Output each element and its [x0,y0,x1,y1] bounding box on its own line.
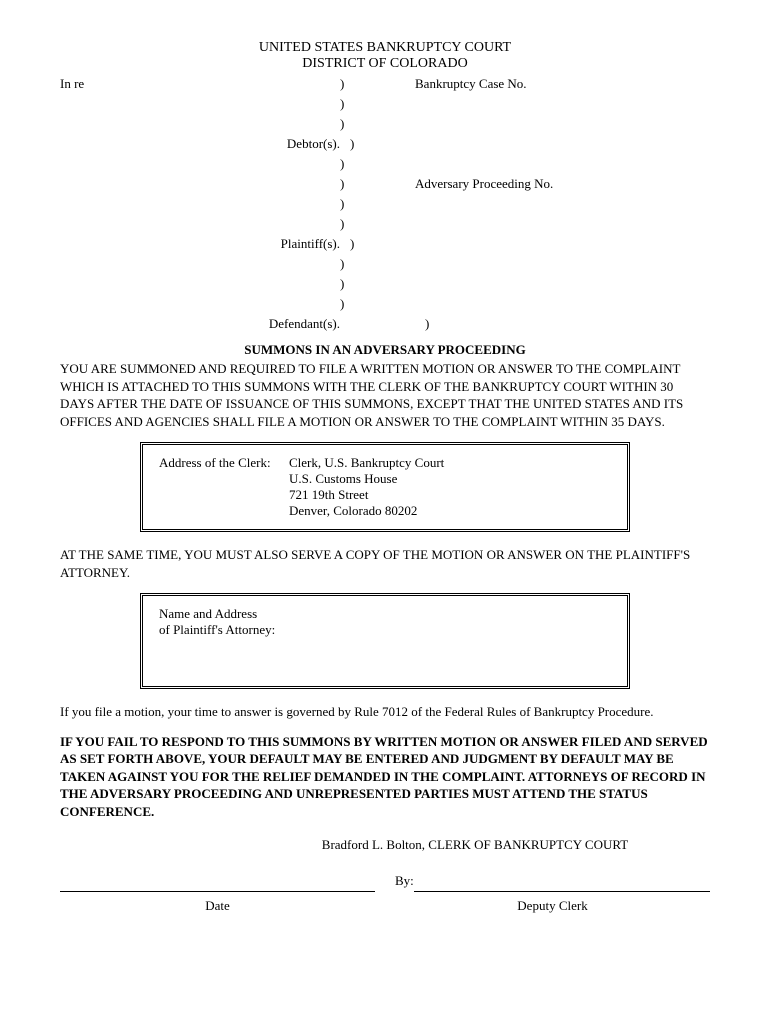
plaintiffs-label: Plaintiff(s). [60,236,350,252]
caption-paren: ) [350,236,365,252]
caption-paren: ) [365,316,710,332]
default-warning: IF YOU FAIL TO RESPOND TO THIS SUMMONS B… [60,733,710,821]
summons-title: SUMMONS IN AN ADVERSARY PROCEEDING [60,342,710,358]
caption-paren: ) [350,136,365,152]
caption-paren: ) [340,256,355,272]
caption-paren: ) [340,156,355,172]
deputy-clerk-label: Deputy Clerk [395,898,710,914]
serve-text: AT THE SAME TIME, YOU MUST ALSO SERVE A … [60,546,710,581]
attorney-address-box: Name and Address of Plaintiff's Attorney… [140,593,630,689]
caption-paren: ) [340,76,355,92]
defendants-label: Defendant(s). [60,316,350,332]
caption-paren: ) [340,276,355,292]
summons-body: YOU ARE SUMMONED AND REQUIRED TO FILE A … [60,360,710,430]
rule-text: If you file a motion, your time to answe… [60,703,710,721]
clerk-line2: U.S. Customs House [289,471,611,487]
court-title-1: UNITED STATES BANKRUPTCY COURT [60,40,710,56]
caption-paren: ) [340,116,355,132]
attorney-label-1: Name and Address [159,606,611,622]
debtors-label: Debtor(s). [60,136,350,152]
clerk-line1: Clerk, U.S. Bankruptcy Court [289,455,611,471]
in-re-label: In re [60,76,340,92]
caption-paren: ) [340,296,355,312]
clerk-address-box: Address of the Clerk: Clerk, U.S. Bankru… [140,442,630,532]
deputy-signature-line[interactable] [414,873,710,892]
court-title-2: DISTRICT OF COLORADO [60,56,710,72]
attorney-label-2: of Plaintiff's Attorney: [159,622,611,638]
adversary-no-label: Adversary Proceeding No. [355,176,710,192]
caption-paren: ) [340,216,355,232]
date-signature-line[interactable] [60,873,375,892]
clerk-line4: Denver, Colorado 80202 [289,503,611,519]
by-label: By: [395,873,414,892]
clerk-name: Bradford L. Bolton, CLERK OF BANKRUPTCY … [60,837,710,853]
date-label: Date [60,898,375,914]
clerk-line3: 721 19th Street [289,487,611,503]
case-no-label: Bankruptcy Case No. [355,76,710,92]
clerk-address-label: Address of the Clerk: [159,455,289,519]
caption-paren: ) [340,196,355,212]
caption-paren: ) [340,96,355,112]
caption-paren: ) [340,176,355,192]
